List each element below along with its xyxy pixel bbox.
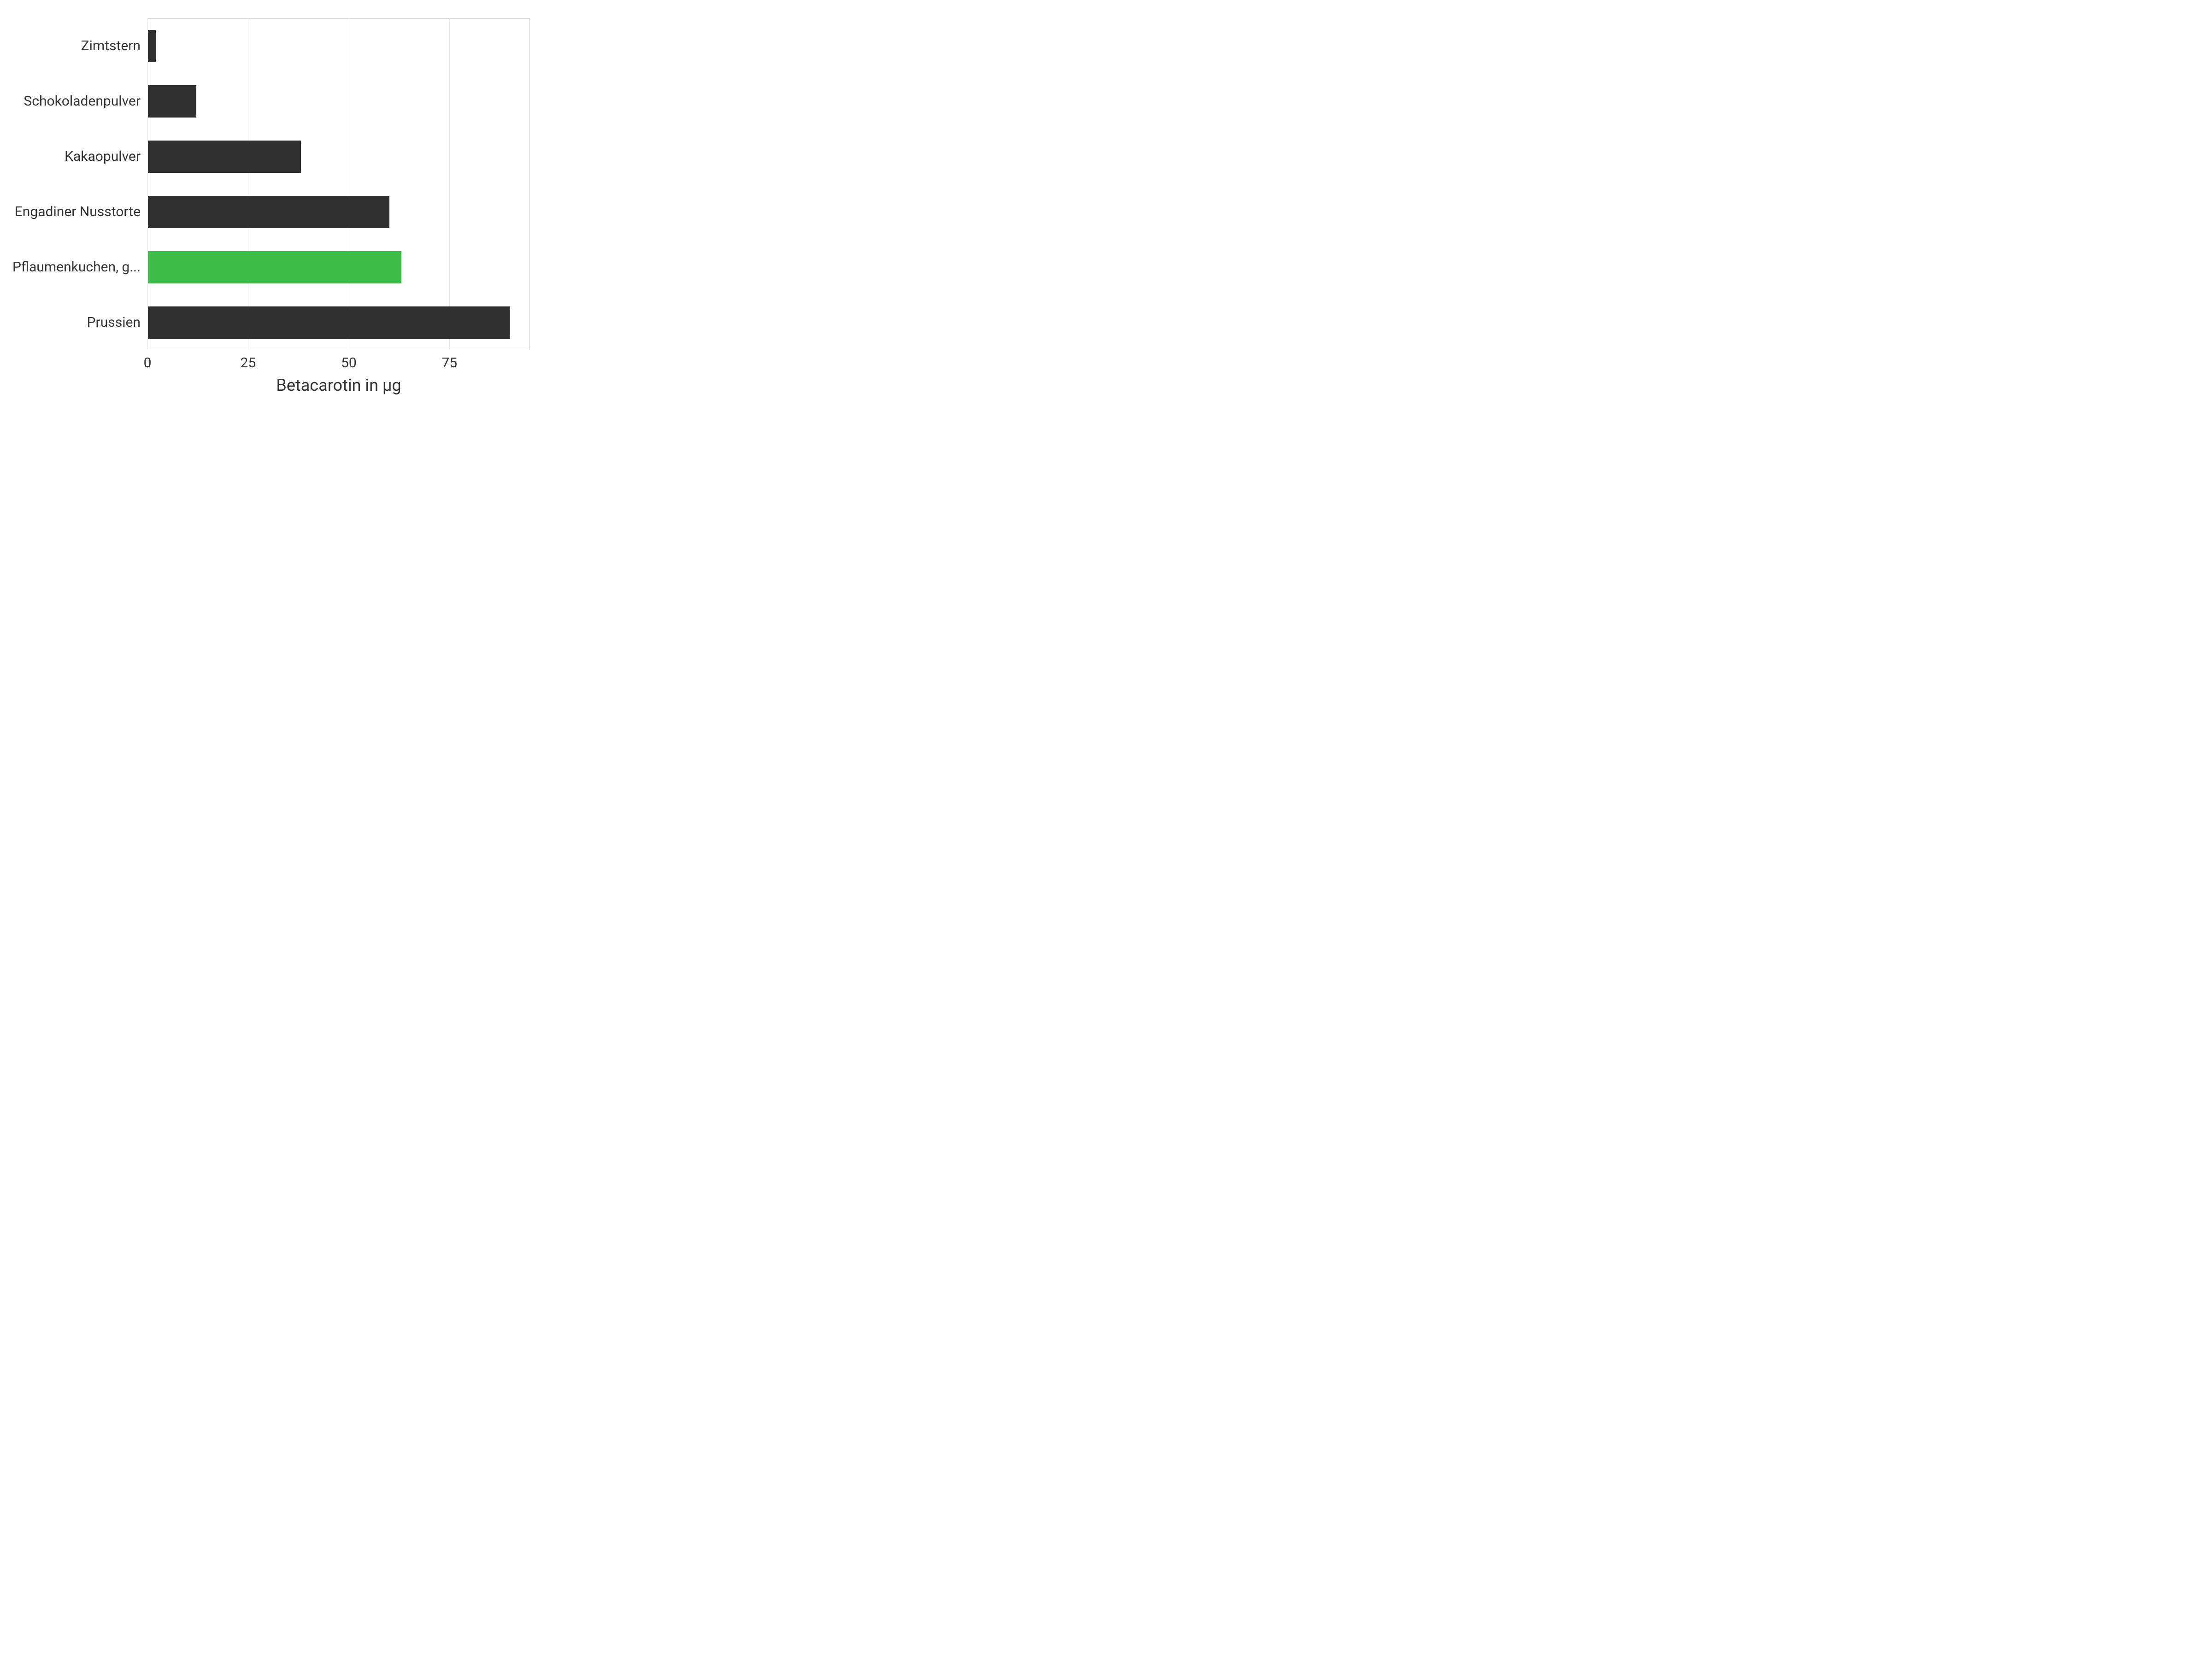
bar (148, 85, 196, 118)
x-tick-label: 75 (435, 355, 463, 371)
plot-border-right (529, 18, 530, 350)
betacarotin-bar-chart: Betacarotin in µg 0 25 50 75 Zimtstern Schoko… (0, 0, 553, 415)
gridline (147, 18, 148, 350)
x-tick-label: 0 (134, 355, 161, 371)
plot-border-top (147, 18, 530, 19)
x-tick-label: 25 (234, 355, 262, 371)
x-axis-title: Betacarotin in µg (147, 376, 530, 395)
y-tick-label: Engadiner Nusstorte (2, 204, 141, 220)
bar (148, 196, 389, 228)
bar (148, 251, 401, 283)
x-tick-label: 50 (335, 355, 363, 371)
bar (148, 306, 510, 339)
plot-area (147, 18, 530, 350)
bar (148, 141, 301, 173)
bar (148, 30, 156, 62)
y-tick-label: Kakaopulver (2, 148, 141, 165)
y-tick-label: Schokoladenpulver (2, 93, 141, 110)
y-tick-label: Zimtstern (2, 38, 141, 54)
gridline (449, 18, 450, 350)
y-tick-label: Prussien (2, 314, 141, 331)
y-tick-label: Pflaumenkuchen, g... (2, 259, 141, 276)
